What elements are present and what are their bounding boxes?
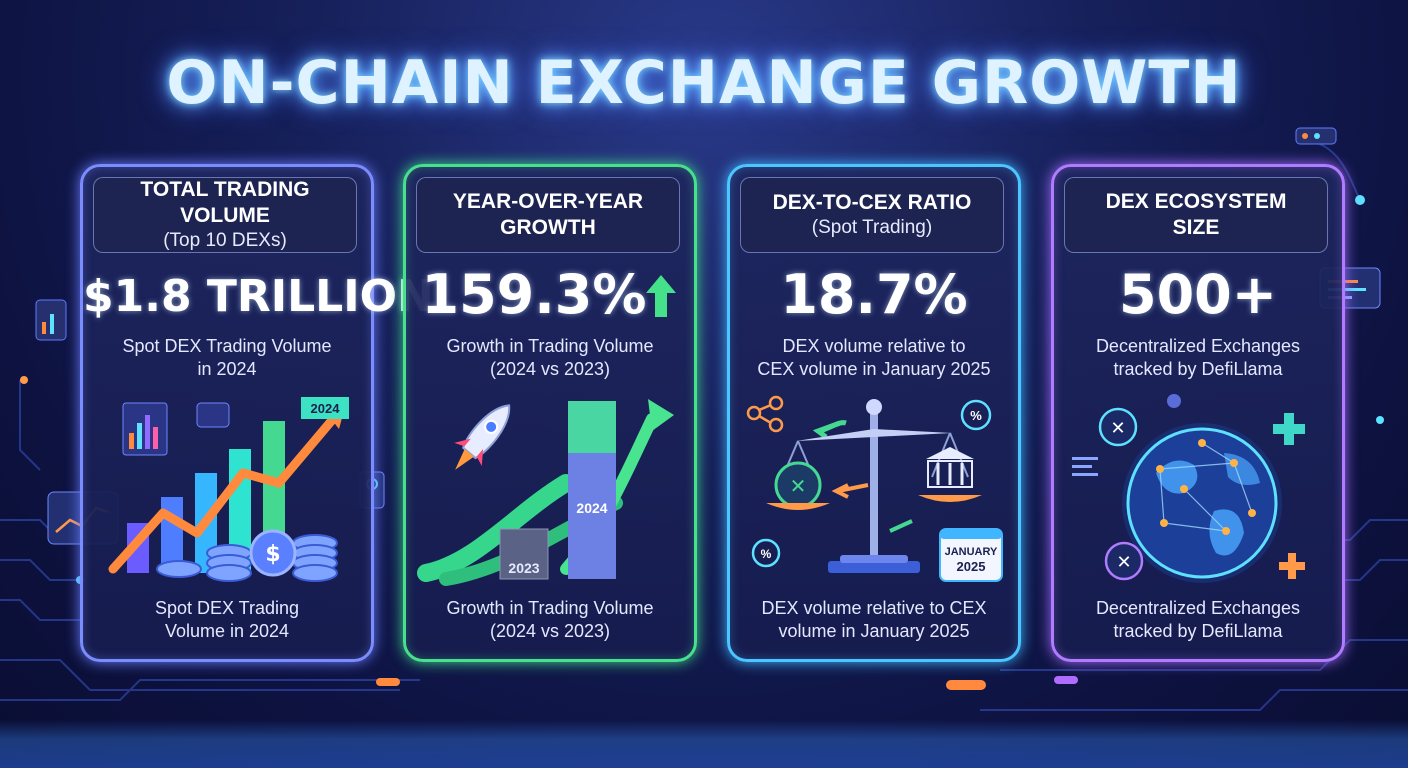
bar-2023-label: 2023 bbox=[508, 560, 539, 576]
page-title: ON-CHAIN EXCHANGE GROWTH bbox=[166, 48, 1242, 118]
card-footer: Decentralized Exchanges tracked by DefiL… bbox=[1054, 597, 1342, 643]
card-dex-ecosystem-size: DEX ECOSYSTEM SIZE 500+ Decentralized Ex… bbox=[1051, 164, 1345, 662]
card-description-line2: CEX volume in January 2025 bbox=[757, 359, 991, 379]
card-description-line1: Growth in Trading Volume bbox=[446, 336, 654, 356]
card-footer: DEX volume relative to CEX volume in Jan… bbox=[730, 597, 1018, 643]
calendar-year: 2025 bbox=[957, 559, 986, 574]
card-description: Spot DEX Trading Volume in 2024 bbox=[83, 335, 371, 381]
bottom-glow-band bbox=[0, 720, 1408, 768]
card-footer: Spot DEX Trading Volume in 2024 bbox=[83, 597, 371, 643]
card-description-line2: (2024 vs 2023) bbox=[489, 359, 611, 379]
card-year-over-year-growth: YEAR-OVER-YEAR GROWTH 159.3% Growth in T… bbox=[403, 164, 697, 662]
svg-text:%: % bbox=[761, 547, 772, 561]
card-header: DEX ECOSYSTEM SIZE bbox=[1064, 177, 1328, 253]
card-description-line1: DEX volume relative to bbox=[782, 336, 966, 356]
card-footer-line2: Volume in 2024 bbox=[164, 621, 290, 641]
card-header-subtitle: (Spot Trading) bbox=[811, 217, 933, 238]
card-header-subtitle: (Top 10 DEXs) bbox=[163, 230, 287, 251]
balance-scale-icon: % ✕ % JANUARY 2025 bbox=[746, 395, 1003, 582]
card-footer-line2: volume in January 2025 bbox=[778, 621, 970, 641]
card-description-line2: in 2024 bbox=[197, 359, 257, 379]
rocket-icon: 2023 2024 bbox=[417, 399, 674, 586]
card-total-trading-volume: TOTAL TRADING VOLUME (Top 10 DEXs) $1.8 … bbox=[80, 164, 434, 662]
card-description: Growth in Trading Volume (2024 vs 2023) bbox=[406, 335, 694, 381]
card-description: Decentralized Exchanges tracked by DefiL… bbox=[1054, 335, 1342, 381]
card-description-line2: tracked by DefiLlama bbox=[1113, 359, 1283, 379]
card-header-title: TOTAL TRADING VOLUME bbox=[140, 178, 310, 227]
card-header-title: DEX-TO-CEX RATIO bbox=[772, 191, 972, 214]
card-value: $1.8 TRILLION bbox=[83, 271, 434, 322]
card-header-subtitle: GROWTH bbox=[500, 216, 596, 239]
card-value: 18.7% bbox=[780, 263, 968, 326]
card-dex-to-cex-ratio: DEX-TO-CEX RATIO (Spot Trading) 18.7% DE… bbox=[727, 164, 1021, 662]
growth-chart-coins-icon: 2024 $ bbox=[108, 397, 349, 582]
card-description-line1: Spot DEX Trading Volume bbox=[122, 336, 332, 356]
calendar-month: JANUARY bbox=[945, 546, 998, 558]
bar-2024-label: 2024 bbox=[576, 500, 607, 516]
card-description: DEX volume relative to CEX volume in Jan… bbox=[730, 335, 1018, 381]
card-description-line1: Decentralized Exchanges bbox=[1095, 336, 1301, 356]
card-header-title: DEX ECOSYSTEM bbox=[1105, 190, 1287, 213]
card-header: TOTAL TRADING VOLUME (Top 10 DEXs) bbox=[93, 177, 357, 253]
card-header-subtitle: SIZE bbox=[1172, 216, 1220, 239]
svg-text:✕: ✕ bbox=[1110, 418, 1125, 439]
card-header-title: YEAR-OVER-YEAR bbox=[452, 190, 644, 213]
year-badge: 2024 bbox=[311, 401, 341, 416]
card-footer-line1: Spot DEX Trading bbox=[154, 598, 300, 618]
card-footer-line2: (2024 vs 2023) bbox=[489, 621, 611, 641]
card-footer: Growth in Trading Volume (2024 vs 2023) bbox=[406, 597, 694, 643]
card-footer-line1: Growth in Trading Volume bbox=[446, 598, 654, 618]
svg-text:%: % bbox=[970, 408, 982, 423]
up-arrow-icon bbox=[646, 275, 676, 317]
card-header: YEAR-OVER-YEAR GROWTH bbox=[416, 177, 680, 253]
card-value: 500+ bbox=[1119, 263, 1277, 326]
svg-text:✕: ✕ bbox=[790, 474, 807, 498]
card-footer-line1: Decentralized Exchanges bbox=[1095, 598, 1301, 618]
card-header: DEX-TO-CEX RATIO (Spot Trading) bbox=[740, 177, 1004, 253]
globe-network-icon: ✕ ✕ bbox=[1072, 394, 1305, 583]
card-footer-line2: tracked by DefiLlama bbox=[1113, 621, 1283, 641]
card-footer-line1: DEX volume relative to CEX bbox=[761, 598, 987, 618]
svg-text:✕: ✕ bbox=[1116, 552, 1131, 573]
card-value: 159.3% bbox=[421, 263, 647, 326]
svg-text:$: $ bbox=[265, 542, 280, 567]
